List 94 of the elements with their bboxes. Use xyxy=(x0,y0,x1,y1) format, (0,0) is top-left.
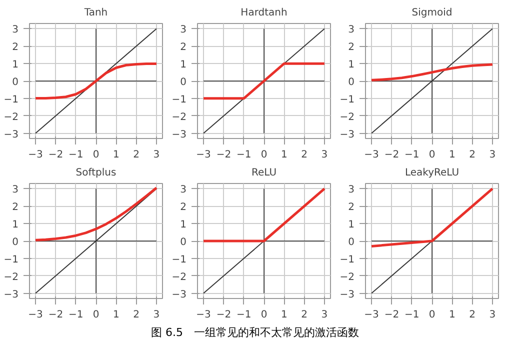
y-tick-label: −1 xyxy=(4,254,19,266)
y-tick-label: 3 xyxy=(180,24,187,36)
y-tick-label: −1 xyxy=(340,254,355,266)
y-tick-label: 1 xyxy=(12,220,19,231)
y-tick-label: −2 xyxy=(4,272,19,283)
y-tick-label: 1 xyxy=(180,220,187,231)
x-tick-label: −2 xyxy=(384,310,400,320)
y-tick-label: −3 xyxy=(4,129,19,140)
x-tick-label: 0 xyxy=(260,150,268,160)
y-tick-label: 3 xyxy=(12,184,19,196)
x-tick-label: −1 xyxy=(68,150,84,160)
x-tick-label: 1 xyxy=(448,310,456,320)
x-tick-label: 2 xyxy=(133,150,140,160)
y-tick-label: −2 xyxy=(340,272,355,283)
x-tick-label: −3 xyxy=(28,310,43,320)
line-series xyxy=(370,63,494,82)
x-tick-label: 1 xyxy=(112,310,120,320)
x-tick-label: 2 xyxy=(301,150,308,160)
y-tick-label: −3 xyxy=(4,289,19,300)
x-tick-label: 3 xyxy=(321,310,328,320)
x-tick-label: −2 xyxy=(48,150,64,160)
x-tick-label: −2 xyxy=(384,150,400,160)
chart-title: Hardtanh xyxy=(240,8,288,18)
y-tick-label: 0 xyxy=(12,237,19,248)
x-tick-label: 0 xyxy=(92,150,100,160)
y-tick-label: 1 xyxy=(180,60,187,71)
y-tick-label: 0 xyxy=(12,77,19,88)
y-tick-label: −3 xyxy=(172,289,187,300)
line-series xyxy=(34,62,158,100)
y-tick-label: 0 xyxy=(180,237,187,248)
y-tick-label: −1 xyxy=(340,94,355,106)
y-tick-label: −1 xyxy=(172,254,187,266)
x-tick-label: 2 xyxy=(301,310,308,320)
x-tick-label: −1 xyxy=(236,310,252,320)
y-tick-label: −3 xyxy=(340,129,355,140)
y-tick-label: 0 xyxy=(348,237,355,248)
y-tick-label: 2 xyxy=(12,42,19,54)
x-tick-label: −2 xyxy=(216,310,232,320)
x-tick-label: −2 xyxy=(216,150,232,160)
y-tick-label: 1 xyxy=(348,220,355,231)
y-tick-label: −2 xyxy=(340,112,355,123)
x-tick-label: 3 xyxy=(321,150,328,160)
y-tick-label: −1 xyxy=(4,94,19,106)
x-tick-label: 0 xyxy=(260,310,268,320)
x-tick-label: 0 xyxy=(92,310,100,320)
y-tick-label: 3 xyxy=(348,24,355,36)
x-tick-label: 0 xyxy=(428,310,436,320)
y-tick-label: −1 xyxy=(172,94,187,106)
chart-title: LeakyReLU xyxy=(404,168,460,178)
y-tick-label: −2 xyxy=(4,112,19,123)
x-tick-label: 2 xyxy=(469,150,476,160)
x-tick-label: −3 xyxy=(196,150,211,160)
x-tick-label: 1 xyxy=(112,150,120,160)
chart-title: Sigmoid xyxy=(412,8,452,18)
line-series xyxy=(34,186,158,242)
chart-title: Tanh xyxy=(83,8,108,18)
x-tick-label: 2 xyxy=(469,310,476,320)
caption: 图 6.5 一组常见的和不太常见的激活函数 xyxy=(151,325,359,341)
y-tick-label: 2 xyxy=(348,42,355,54)
y-tick-label: 2 xyxy=(180,42,187,54)
y-tick-label: 3 xyxy=(12,24,19,36)
x-tick-label: 3 xyxy=(153,310,160,320)
x-tick-label: 2 xyxy=(133,310,140,320)
x-tick-label: −3 xyxy=(28,150,43,160)
y-tick-label: 1 xyxy=(348,60,355,71)
x-tick-label: −3 xyxy=(196,310,211,320)
x-tick-label: 3 xyxy=(153,150,160,160)
y-tick-label: 2 xyxy=(180,202,187,214)
x-tick-label: 3 xyxy=(489,310,496,320)
y-tick-label: 0 xyxy=(180,77,187,88)
x-tick-label: 1 xyxy=(280,150,288,160)
x-tick-label: −3 xyxy=(364,150,379,160)
y-tick-label: 0 xyxy=(348,77,355,88)
y-tick-label: −3 xyxy=(340,289,355,300)
y-tick-label: −3 xyxy=(172,129,187,140)
x-tick-label: 1 xyxy=(448,150,456,160)
chart-title: ReLU xyxy=(251,168,277,178)
y-tick-label: 3 xyxy=(348,184,355,196)
y-tick-label: 3 xyxy=(180,184,187,196)
x-tick-label: −1 xyxy=(68,310,84,320)
y-tick-label: −2 xyxy=(172,272,187,283)
x-tick-label: −1 xyxy=(404,310,420,320)
y-tick-label: 2 xyxy=(12,202,19,214)
y-tick-label: 1 xyxy=(12,60,19,71)
x-tick-label: −2 xyxy=(48,310,64,320)
x-tick-label: 0 xyxy=(428,150,436,160)
chart-title: Softplus xyxy=(76,168,116,178)
x-tick-label: −1 xyxy=(236,150,252,160)
x-tick-label: −3 xyxy=(364,310,379,320)
y-tick-label: 2 xyxy=(348,202,355,214)
y-tick-label: −2 xyxy=(172,112,187,123)
x-tick-label: 1 xyxy=(280,310,288,320)
x-tick-label: 3 xyxy=(489,150,496,160)
x-tick-label: −1 xyxy=(404,150,420,160)
